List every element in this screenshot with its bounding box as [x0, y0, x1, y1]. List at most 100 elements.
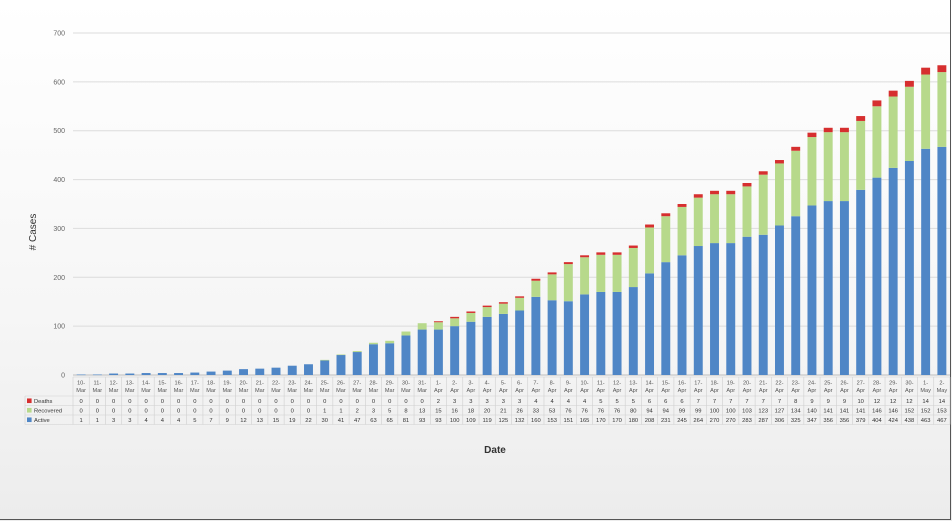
y-tick-label: 100 — [53, 324, 65, 331]
data-label: 0 — [404, 399, 407, 405]
data-label: 14 — [922, 399, 929, 405]
data-label: 0 — [128, 408, 131, 414]
bar-recovered — [791, 150, 801, 217]
data-label: 141 — [840, 408, 850, 414]
data-label: 438 — [905, 418, 915, 424]
bar-active — [482, 316, 492, 375]
data-label: 15 — [435, 408, 441, 414]
x-tick-label: 1- — [436, 381, 441, 387]
x-tick-label: 23- — [792, 381, 800, 387]
data-label: 0 — [177, 408, 180, 414]
data-label: 245 — [677, 418, 687, 424]
bar-deaths — [661, 213, 671, 217]
bar-active — [612, 291, 622, 375]
bar-active — [580, 294, 590, 375]
data-label: 404 — [872, 418, 882, 424]
x-tick-label: 25- — [321, 381, 329, 387]
data-label: 270 — [710, 418, 720, 424]
bar-active — [628, 287, 638, 375]
bar-active — [433, 329, 443, 375]
x-tick-label: Mar — [385, 388, 395, 394]
x-tick-label: 1- — [923, 381, 928, 387]
bar-active — [710, 243, 719, 375]
x-tick-label: Apr — [499, 388, 508, 394]
bar-recovered — [856, 120, 866, 190]
bar-deaths — [888, 90, 898, 97]
x-tick-label: Apr — [564, 388, 573, 394]
data-label: 14 — [939, 399, 946, 405]
data-label: 347 — [807, 418, 817, 424]
x-tick-label: Mar — [93, 388, 103, 394]
bar-recovered — [904, 86, 914, 162]
bar-recovered — [336, 354, 346, 356]
data-label: 4 — [161, 418, 165, 424]
data-label: 7 — [713, 399, 716, 405]
bar-active — [222, 370, 232, 375]
data-label: 47 — [354, 418, 360, 424]
legend-key-deaths — [27, 398, 32, 404]
x-tick-label: Mar — [109, 388, 119, 394]
bar-active — [174, 373, 184, 375]
bar-active — [515, 310, 525, 375]
x-tick-label: Mar — [352, 388, 362, 394]
bar-recovered — [466, 312, 476, 322]
data-label: 0 — [242, 399, 245, 405]
bar-recovered — [482, 307, 492, 317]
y-tick-label: 200 — [53, 275, 65, 282]
x-tick-label: 23- — [288, 381, 296, 387]
data-label: 93 — [435, 418, 441, 424]
data-label: 1 — [323, 408, 326, 414]
bar-recovered — [531, 280, 541, 297]
bar-recovered — [515, 297, 525, 311]
data-label: 152 — [905, 408, 915, 414]
x-tick-label: Mar — [271, 388, 281, 394]
data-label: 13 — [257, 418, 263, 424]
bar-deaths — [726, 190, 736, 195]
bar-active — [677, 255, 687, 375]
x-tick-label: 20- — [239, 381, 247, 387]
x-tick-label: 16- — [175, 381, 183, 387]
x-tick-label: 25- — [824, 381, 832, 387]
data-label: 0 — [112, 408, 115, 414]
bar-active — [206, 371, 216, 375]
data-label: 1 — [96, 418, 99, 424]
data-label: 170 — [596, 418, 606, 424]
data-label: 180 — [628, 418, 638, 424]
data-label: 123 — [758, 408, 768, 414]
data-label: 80 — [630, 408, 636, 414]
data-label: 424 — [888, 418, 898, 424]
data-label: 1 — [339, 408, 342, 414]
x-tick-label: 4- — [485, 381, 490, 387]
x-tick-label: 27- — [857, 381, 865, 387]
data-label: 306 — [775, 418, 785, 424]
bar-deaths — [482, 305, 492, 308]
bar-recovered — [775, 163, 784, 226]
data-label: 65 — [386, 418, 392, 424]
bar-recovered — [352, 351, 362, 353]
bar-deaths — [466, 311, 476, 313]
data-label: 152 — [921, 408, 931, 414]
x-tick-label: Apr — [596, 388, 605, 394]
data-label: 0 — [242, 408, 245, 414]
data-label: 379 — [856, 418, 866, 424]
data-label: 0 — [258, 399, 261, 405]
bar-active — [352, 352, 362, 375]
x-tick-label: Apr — [548, 388, 557, 394]
bar-active — [239, 369, 248, 375]
bar-active — [157, 373, 167, 375]
bar-deaths — [563, 262, 573, 265]
legend-label-recovered: Recovered — [34, 408, 62, 414]
x-tick-label: 30- — [402, 381, 410, 387]
bar-deaths — [937, 65, 947, 73]
data-label: 0 — [193, 399, 196, 405]
x-tick-label: 17- — [694, 381, 702, 387]
bar-active — [888, 167, 898, 375]
bar-active — [385, 343, 395, 375]
data-label: 283 — [742, 418, 752, 424]
bar-active — [775, 225, 784, 375]
bar-deaths — [645, 224, 655, 228]
x-tick-label: Mar — [190, 388, 200, 394]
bar-active — [401, 335, 411, 375]
data-label: 12 — [874, 399, 880, 405]
